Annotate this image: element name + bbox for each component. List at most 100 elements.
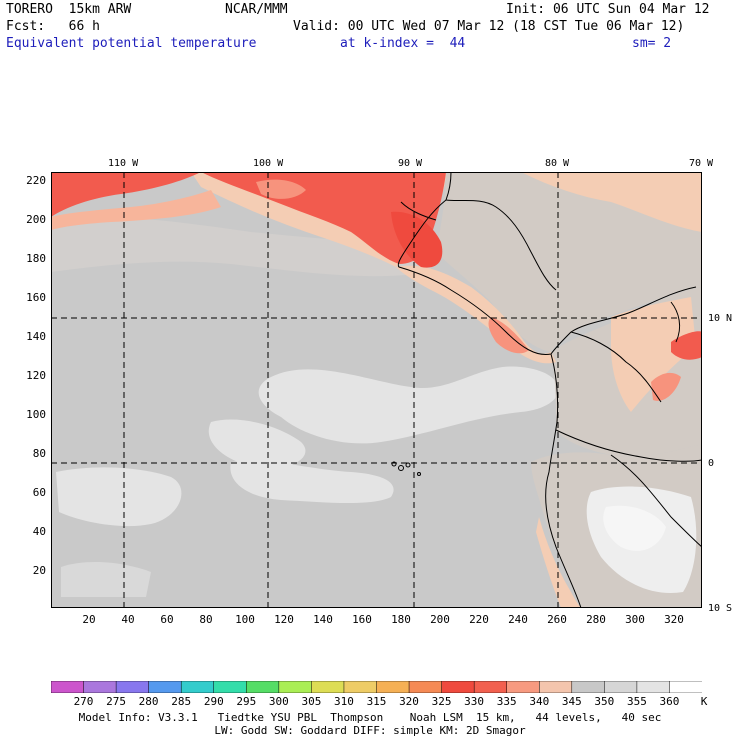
colorbar-swatch [83, 681, 117, 693]
field-patch [230, 460, 394, 504]
colorbar-label: 315 [366, 695, 387, 708]
init-time: Init: 06 UTC Sun 04 Mar 12 [506, 2, 710, 17]
colorbar-label: 290 [203, 695, 224, 708]
galapagos-island [391, 461, 397, 467]
colorbar-label: 295 [236, 695, 257, 708]
model-info-line1: Model Info: V3.3.1 Tiedtke YSU PBL Thomp… [78, 711, 662, 724]
model-info-line2: LW: Godd SW: Goddard DIFF: simple KM: 2D… [214, 724, 526, 737]
valid-time: Valid: 00 UTC Wed 07 Mar 12 (18 CST Tue … [293, 19, 685, 34]
y-tick: 100 [26, 408, 46, 421]
y-tick: 120 [26, 369, 46, 382]
colorbar-label: 285 [171, 695, 192, 708]
field-patch [536, 517, 581, 608]
x-tick: 100 [235, 613, 255, 626]
x-tick: 260 [547, 613, 567, 626]
colorbar-label: 360 [659, 695, 680, 708]
field-patch [603, 505, 666, 551]
field-patch [51, 217, 431, 277]
colorbar-label: 335 [496, 695, 517, 708]
y-tick: 60 [32, 486, 46, 499]
field-patch [391, 211, 443, 268]
colorbar-swatch [506, 681, 541, 693]
y-tick: 40 [32, 525, 46, 538]
lon-label-90w: 90 W [398, 158, 423, 169]
colorbar-swatch [636, 681, 671, 693]
colorbar-label: 275 [106, 695, 127, 708]
colorbar-label: 355 [626, 695, 647, 708]
org-label: NCAR/MMM [225, 2, 288, 17]
field-name: Equivalent potential temperature [6, 36, 257, 51]
colorbar-swatch [213, 681, 248, 693]
colorbar-swatch [148, 681, 182, 693]
map-frame [51, 172, 702, 608]
y-tick: 160 [26, 291, 46, 304]
field-patch [56, 467, 182, 527]
theta-e-map [51, 172, 702, 608]
y-tick: 220 [26, 174, 46, 187]
field-patch [671, 331, 702, 360]
colorbar-swatch [441, 681, 475, 693]
colorbar [51, 681, 702, 693]
colorbar-swatch [571, 681, 606, 693]
colorbar-label: 350 [594, 695, 615, 708]
lon-label-80w: 80 W [545, 158, 570, 169]
colorbar-swatch [115, 681, 150, 693]
colorbar-label: 300 [268, 695, 289, 708]
colorbar-swatch [539, 681, 573, 693]
graticule [51, 172, 702, 608]
lat-label-0: 0 [708, 458, 715, 469]
x-tick: 80 [199, 613, 213, 626]
x-tick: 140 [313, 613, 333, 626]
colorbar-label: 305 [301, 695, 322, 708]
colorbar-swatch [408, 681, 443, 693]
y-tick: 200 [26, 213, 46, 226]
colorbar-swatch [343, 681, 378, 693]
x-tick: 220 [469, 613, 489, 626]
colorbar-label: 345 [561, 695, 582, 708]
colorbar-swatch [278, 681, 313, 693]
field-patch [611, 297, 696, 412]
colorbar-label: 325 [431, 695, 452, 708]
colorbar-label: 270 [73, 695, 94, 708]
colorbar-label: 320 [399, 695, 419, 708]
lon-label-110w: 110 W [108, 158, 139, 169]
y-tick: 20 [32, 564, 46, 577]
model-title: TORERO 15km ARW [6, 2, 132, 17]
colorbar-label: 340 [529, 695, 550, 708]
colorbar-swatch [473, 681, 508, 693]
colorbar-swatch [246, 681, 280, 693]
smoothing-label: sm= 2 [632, 36, 672, 51]
y-tick: 180 [26, 252, 46, 265]
coastline [445, 172, 557, 291]
x-tick: 20 [82, 613, 96, 626]
colorbar-swatch [51, 681, 85, 693]
forecast-hour: Fcst: 66 h [6, 19, 100, 34]
field-patch [61, 562, 151, 597]
lon-label-100w: 100 W [253, 158, 284, 169]
lon-label-70w: 70 W [689, 158, 714, 169]
coastline [545, 353, 582, 608]
colorbar-label: 280 [138, 695, 159, 708]
border-line [400, 201, 437, 221]
colorbar-unit: K [700, 695, 708, 708]
colorbar-label: 310 [333, 695, 354, 708]
border-line [610, 454, 702, 548]
x-tick: 180 [391, 613, 411, 626]
y-tick: 80 [32, 447, 46, 460]
field-patch [258, 366, 559, 444]
x-tick: 120 [274, 613, 294, 626]
field-patch [51, 190, 221, 230]
field-patch [651, 372, 681, 401]
x-tick: 240 [508, 613, 528, 626]
x-tick: 280 [586, 613, 606, 626]
x-tick: 60 [160, 613, 174, 626]
x-tick: 160 [352, 613, 372, 626]
coastline [670, 301, 681, 343]
galapagos-island [417, 472, 421, 476]
colorbar-swatch [604, 681, 638, 693]
x-tick: 200 [430, 613, 450, 626]
colorbar-swatch [311, 681, 345, 693]
border-line [570, 331, 662, 403]
colorbar-swatch [376, 681, 410, 693]
x-tick: 300 [625, 613, 645, 626]
